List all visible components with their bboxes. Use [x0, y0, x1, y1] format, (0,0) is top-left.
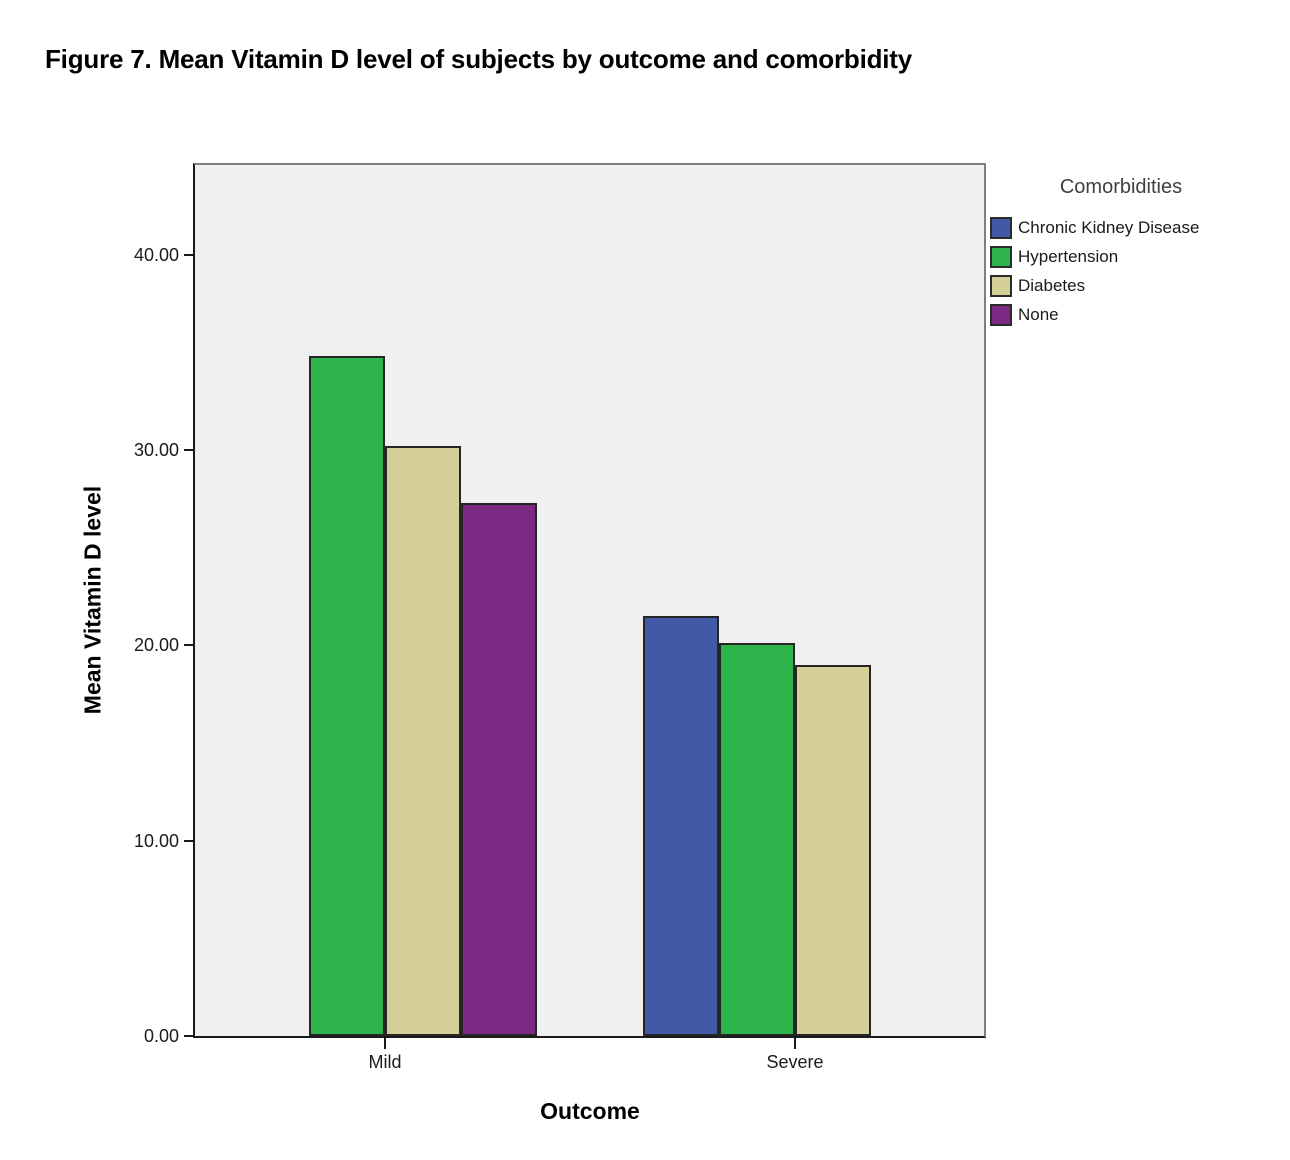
y-tick-mark: [184, 253, 193, 256]
bar-mild-none: [461, 503, 537, 1036]
y-tick-mark: [184, 644, 193, 647]
y-tick-label: 30.00: [133, 440, 179, 461]
y-tick-label: 40.00: [133, 244, 179, 265]
y-tick-label: 10.00: [133, 830, 179, 851]
x-tick-label-severe: Severe: [766, 1052, 824, 1072]
plot-area: [193, 163, 986, 1038]
bar-mild-hypertension: [309, 356, 385, 1036]
y-tick-label: 0.00: [143, 1026, 179, 1046]
legend-item-none: None: [990, 304, 1252, 326]
figure-title: Figure 7. Mean Vitamin D level of subjec…: [45, 44, 913, 74]
y-axis-title: Mean Vitamin D level: [79, 485, 106, 715]
legend-label: Hypertension: [1018, 247, 1119, 266]
legend: Comorbidities Chronic Kidney Disease Hype…: [990, 176, 1252, 333]
legend-item-diabetes: Diabetes: [990, 275, 1252, 297]
legend-swatch-icon: [990, 304, 1012, 326]
legend-label: Chronic Kidney Disease: [1018, 218, 1200, 237]
x-tick-mark: [384, 1038, 386, 1049]
y-tick-label: 20.00: [133, 635, 179, 656]
legend-label: None: [1018, 305, 1059, 324]
legend-swatch-icon: [990, 275, 1012, 297]
bar-severe-diabetes: [795, 665, 871, 1036]
legend-label: Diabetes: [1018, 276, 1086, 295]
legend-items: Chronic Kidney Disease Hypertension Diabet…: [990, 217, 1252, 326]
x-tick-mark: [794, 1038, 796, 1049]
bar-severe-hypertension: [719, 643, 795, 1036]
y-tick-mark: [184, 1035, 193, 1037]
bar-mild-diabetes: [385, 446, 461, 1036]
y-tick-mark: [184, 839, 193, 842]
legend-item-chronic-kidney-disease: Chronic Kidney Disease: [990, 217, 1252, 239]
legend-title: Comorbidities: [1059, 176, 1183, 198]
bar-severe-chronic-kidney-disease: [643, 616, 719, 1036]
x-tick-label-mild: Mild: [368, 1052, 402, 1072]
y-tick-mark: [184, 449, 193, 452]
x-axis-title: Outcome: [540, 1098, 640, 1124]
legend-item-hypertension: Hypertension: [990, 246, 1252, 268]
legend-swatch-icon: [990, 246, 1012, 268]
legend-swatch-icon: [990, 217, 1012, 239]
